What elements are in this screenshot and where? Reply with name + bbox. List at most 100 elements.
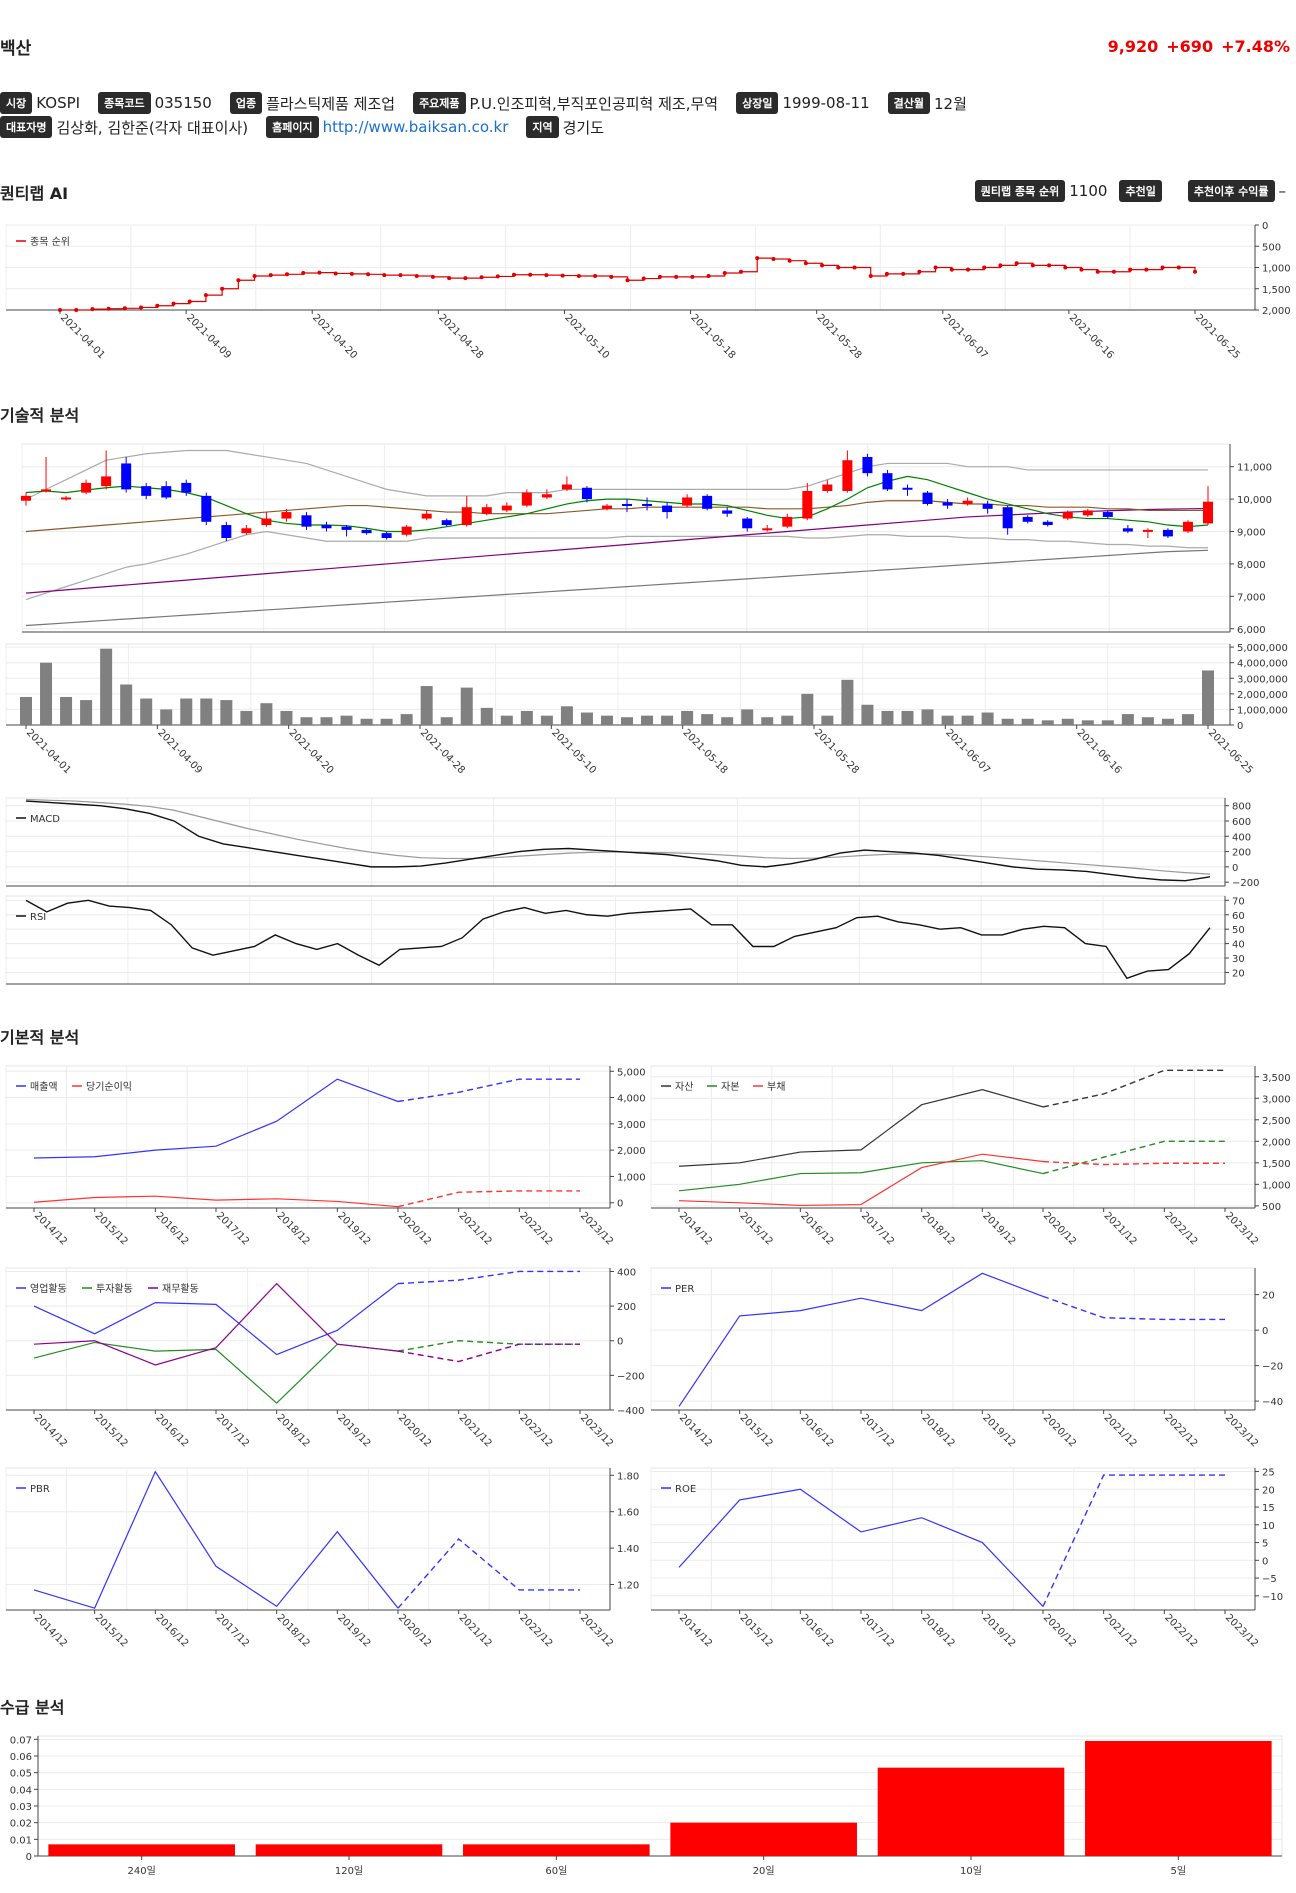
x-tick-label: 2018/12 xyxy=(275,1210,312,1247)
rank-point xyxy=(528,272,533,277)
rank-point xyxy=(317,270,322,275)
y-tick-label: 10,000 xyxy=(1237,495,1272,506)
x-tick-label: 2021/12 xyxy=(457,1612,494,1649)
y-tick-label: 0 xyxy=(1262,1326,1268,1337)
legend-label: 영업활동 xyxy=(30,1282,67,1295)
x-tick-label: 2021-04-20 xyxy=(287,727,336,776)
x-tick-label: 2021-05-18 xyxy=(681,727,730,776)
candle-body xyxy=(882,473,893,490)
volume-bar xyxy=(1181,714,1194,725)
volume-bar xyxy=(200,698,213,725)
homepage-link[interactable]: http://www.baiksan.co.kr xyxy=(322,118,509,136)
rank-point xyxy=(220,286,225,291)
volume-bar xyxy=(320,717,333,725)
rank-point xyxy=(771,257,776,261)
x-tick-label: 2021-05-10 xyxy=(549,727,598,776)
candle-body xyxy=(141,486,152,496)
volume-bar xyxy=(921,709,934,725)
candle-body xyxy=(742,518,753,529)
x-tick-label: 2020/12 xyxy=(1041,1412,1078,1449)
per-chart: −40 −20 0 20 PER 2014/12 2015/12 2016/12 2017/12… xyxy=(650,1267,1283,1449)
x-tick-label: 2021-04-01 xyxy=(24,727,73,776)
candle-body xyxy=(561,484,572,490)
rank-chart: 0 500 1,000 1,500 2,000 종목 순위 2021-04-01 2021-0… xyxy=(5,221,1291,361)
volume-bar xyxy=(941,715,954,725)
series-line-forecast xyxy=(397,1538,580,1609)
candle-body xyxy=(401,526,412,535)
candle-body xyxy=(682,497,693,506)
x-tick-label: 2021-06-16 xyxy=(1075,727,1124,776)
volume-bar xyxy=(761,717,774,725)
x-tick-label: 2021/12 xyxy=(1102,1210,1139,1247)
y-tick-label: 400 xyxy=(617,1267,636,1278)
candle-body xyxy=(962,500,973,504)
x-tick-label: 5일 xyxy=(1171,1865,1187,1877)
volume-bar xyxy=(1021,718,1034,725)
legend-label: ROE xyxy=(675,1484,696,1495)
signal-line xyxy=(25,798,1211,875)
rank-point xyxy=(1047,263,1052,268)
rank-point xyxy=(301,271,306,276)
candle-body xyxy=(782,516,793,527)
candle-body xyxy=(461,507,472,526)
y-tick-label: 0.07 xyxy=(10,1735,32,1746)
series-line-forecast xyxy=(397,1190,580,1208)
candle-body xyxy=(1062,512,1073,519)
legend-label: RSI xyxy=(30,912,46,923)
roe-chart: −10 −5 0 5 10 15 20 25 ROE 2014/12 2015/12 2016/12 2… xyxy=(650,1467,1283,1649)
info-tag: 결산월 xyxy=(887,92,931,114)
candle-body xyxy=(762,528,773,531)
y-tick-label: 1,000,000 xyxy=(1237,705,1288,716)
rank-point xyxy=(1193,269,1197,274)
y-tick-label: 0 xyxy=(1262,221,1268,232)
rank-point xyxy=(868,274,873,278)
x-tick-label: 2023/12 xyxy=(1223,1412,1260,1449)
rsi-chart: 20 30 40 50 60 70 RSI xyxy=(5,895,1245,985)
candle-body xyxy=(21,495,31,501)
ma120-line xyxy=(25,549,1209,627)
info-value: 12월 xyxy=(934,94,967,113)
candlestick-chart: 6,000 7,000 8,000 9,000 10,000 11,000 xyxy=(21,443,1272,636)
y-tick-label: 0 xyxy=(617,1199,623,1210)
stock-price: 9,920 xyxy=(1107,37,1159,56)
volume-bar xyxy=(60,696,73,725)
x-tick-label: 2021/12 xyxy=(457,1412,494,1449)
candle-body xyxy=(1182,521,1193,532)
volume-bar xyxy=(821,715,834,725)
y-tick-label: 7,000 xyxy=(1237,592,1266,603)
supply-bar xyxy=(255,1844,443,1856)
y-tick-label: 1.40 xyxy=(617,1544,639,1555)
rank-point xyxy=(1030,263,1035,268)
candle-body xyxy=(1022,516,1033,522)
y-tick-label: 70 xyxy=(1232,896,1245,907)
x-tick-label: 2020/12 xyxy=(1041,1612,1078,1649)
cashflow-chart: −400 −200 0 200 400 영업활동 투자활동 재무활동 2014/12 2015/1… xyxy=(5,1267,644,1449)
volume-bar xyxy=(1161,718,1174,725)
series-line-forecast xyxy=(1042,1069,1225,1108)
x-tick-label: 2021-05-10 xyxy=(562,312,611,361)
volume-bar xyxy=(721,717,734,725)
volume-bar xyxy=(901,710,914,725)
volume-bar xyxy=(220,700,233,725)
rank-point xyxy=(657,274,662,279)
x-tick-label: 2021/12 xyxy=(1102,1612,1139,1649)
rank-point xyxy=(447,276,452,281)
x-tick-label: 2022/12 xyxy=(1162,1612,1199,1649)
legend-label: PER xyxy=(675,1284,694,1295)
rank-point xyxy=(268,273,273,278)
candle-body xyxy=(301,515,312,527)
volume-bar xyxy=(661,715,674,725)
candle-body xyxy=(321,525,332,529)
y-tick-label: −5 xyxy=(1262,1574,1277,1585)
rank-point xyxy=(1128,267,1133,272)
rank-point xyxy=(1079,267,1084,272)
volume-bar xyxy=(380,718,393,725)
rank-point xyxy=(90,307,95,312)
pbr-chart: 1.20 1.40 1.60 1.80 PBR 2014/12 2015/12 2016/12… xyxy=(5,1467,639,1649)
x-tick-label: 2019/12 xyxy=(335,1412,372,1449)
x-tick-label: 2020/12 xyxy=(396,1412,433,1449)
x-tick-label: 2017/12 xyxy=(214,1612,251,1649)
candle-body xyxy=(441,520,452,526)
x-tick-label: 2020/12 xyxy=(1041,1210,1078,1247)
y-tick-label: 1,000 xyxy=(617,1172,645,1183)
